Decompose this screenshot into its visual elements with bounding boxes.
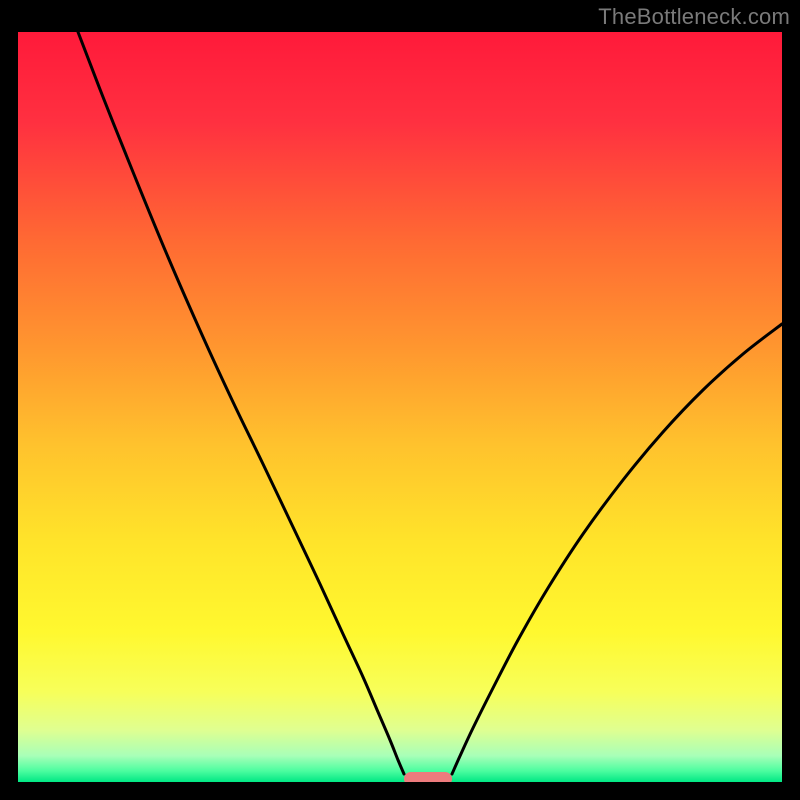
chart-frame: TheBottleneck.com bbox=[0, 0, 800, 800]
watermark-text: TheBottleneck.com bbox=[598, 4, 790, 30]
gradient-background bbox=[18, 32, 782, 782]
plot-area bbox=[18, 32, 782, 782]
optimal-marker bbox=[404, 772, 452, 782]
curve-layer bbox=[18, 32, 782, 782]
